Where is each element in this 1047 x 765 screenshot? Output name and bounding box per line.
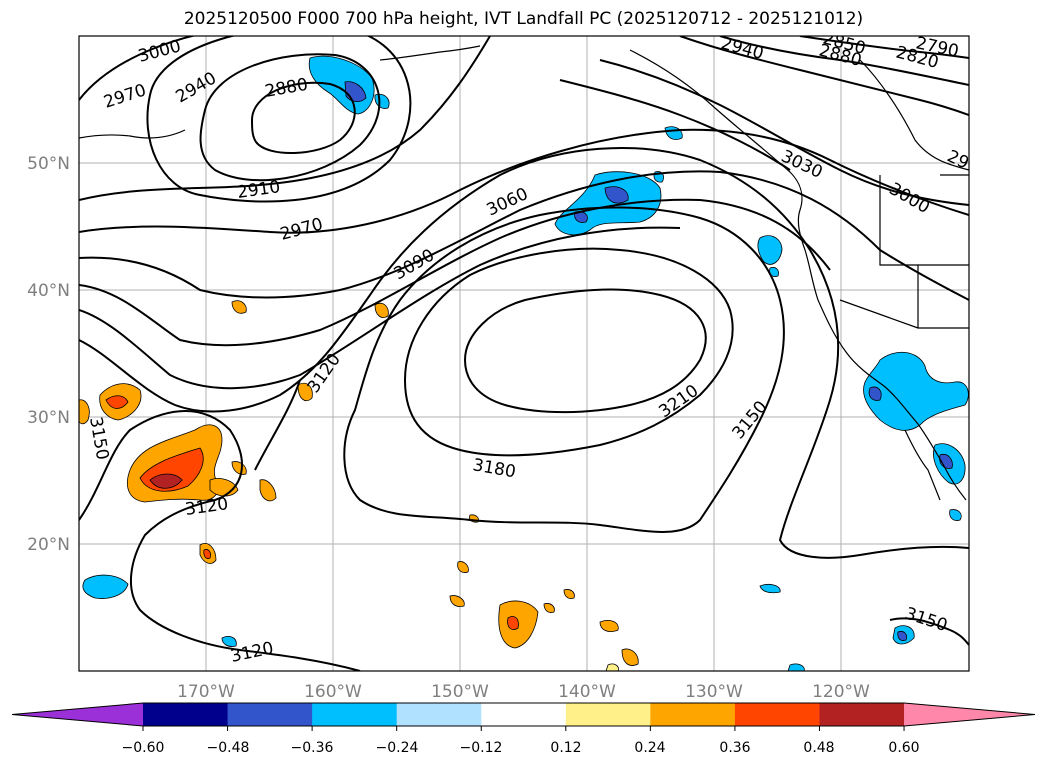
map-area: 3000 2970 2940 2880 2910 2970 3060 3090 …	[79, 36, 969, 671]
colorbar-segment	[734, 703, 820, 726]
colorbar-segment	[312, 703, 398, 726]
colorbar-tick: 0.36	[719, 740, 750, 756]
lat-label: 40°N	[27, 281, 70, 301]
colorbar-segment	[481, 703, 567, 726]
colorbar-tick: −0.24	[376, 740, 419, 756]
colorbar-tick: −0.60	[122, 740, 165, 756]
colorbar-segment	[650, 703, 736, 726]
colorbar-tick: 0.12	[550, 740, 581, 756]
lat-label: 50°N	[27, 154, 70, 174]
colorbar-tick: 0.60	[888, 740, 919, 756]
latitude-labels: 50°N 40°N 30°N 20°N	[27, 154, 70, 555]
map-title: 2025120500 F000 700 hPa height, IVT Land…	[183, 9, 864, 29]
lat-label: 30°N	[27, 408, 70, 428]
longitude-labels: 170°W 160°W 150°W 140°W 130°W 120°W	[177, 682, 870, 702]
colorbar-extend-high	[904, 703, 1035, 726]
coastlines	[79, 45, 969, 501]
colorbar-tick: −0.12	[460, 740, 503, 756]
ivt-negative-regions	[82, 55, 969, 671]
colorbar-tick: −0.36	[291, 740, 334, 756]
lon-label: 170°W	[177, 682, 235, 702]
lat-label: 20°N	[27, 535, 70, 555]
lon-label: 160°W	[304, 682, 362, 702]
colorbar-tick: 0.48	[803, 740, 834, 756]
colorbar-segment	[396, 703, 482, 726]
colorbar-segment	[819, 703, 905, 726]
lon-label: 130°W	[685, 682, 743, 702]
colorbar-tick: −0.48	[207, 740, 250, 756]
height-contours	[79, 36, 969, 671]
map-frame	[78, 35, 970, 672]
colorbar-segment	[565, 703, 651, 726]
lon-label: 140°W	[558, 682, 616, 702]
colorbar-extend-low	[12, 703, 143, 726]
colorbar-segment	[227, 703, 313, 726]
lon-label: 120°W	[812, 682, 870, 702]
colorbar-segment	[143, 703, 229, 726]
lon-label: 150°W	[431, 682, 489, 702]
colorbar-tick: 0.24	[634, 740, 665, 756]
colorbar	[11, 702, 1036, 731]
ivt-positive-regions	[79, 300, 639, 671]
colorbar-tick-labels: −0.60 −0.48 −0.36 −0.24 −0.12 0.12 0.24 …	[122, 740, 920, 756]
